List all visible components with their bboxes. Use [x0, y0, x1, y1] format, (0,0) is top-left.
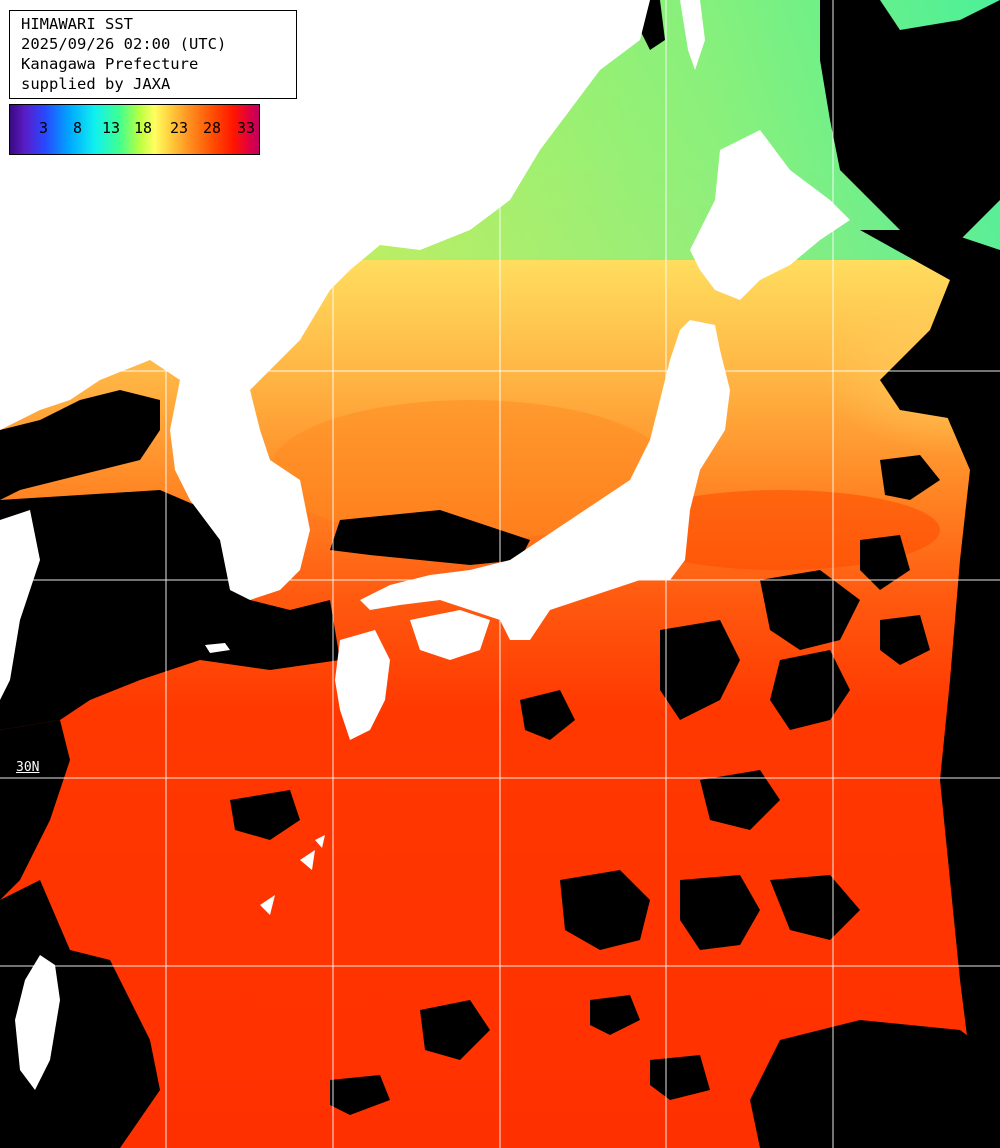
lat-label-30n: 30N — [16, 760, 40, 775]
legend-tick: 23 — [170, 119, 189, 137]
legend-tick: 33 — [237, 119, 256, 137]
bohai-coast — [0, 390, 160, 500]
honshu — [360, 320, 730, 640]
china-coast-east — [0, 510, 40, 700]
shikoku — [410, 610, 490, 660]
legend-tick-labels: 3 8 13 18 23 28 33 — [10, 119, 259, 139]
legend-tick: 8 — [73, 119, 83, 137]
hokkaido — [690, 130, 850, 300]
lat-label-40n: 40N — [16, 353, 40, 368]
sakhalin — [680, 0, 705, 70]
legend-tick: 28 — [203, 119, 222, 137]
color-legend: 3 8 13 18 23 28 33 — [9, 104, 260, 155]
sst-sea-of-japan-warm — [270, 400, 670, 540]
map-region: Kanagawa Prefecture — [21, 55, 199, 73]
legend-tick: 3 — [39, 119, 49, 137]
okinawa — [260, 895, 275, 915]
map-credit: supplied by JAXA — [21, 75, 171, 93]
legend-tick: 18 — [134, 119, 153, 137]
legend-tick: 13 — [102, 119, 121, 137]
kyushu — [335, 630, 390, 740]
legend-colorbar — [10, 105, 259, 154]
map-title: HIMAWARI SST — [21, 15, 133, 33]
title-box: HIMAWARI SST 2025/09/26 02:00 (UTC) Kana… — [9, 10, 297, 99]
amami — [300, 850, 315, 870]
map-datetime: 2025/09/26 02:00 (UTC) — [21, 35, 227, 53]
taiwan — [15, 955, 60, 1090]
jeju — [205, 643, 230, 653]
